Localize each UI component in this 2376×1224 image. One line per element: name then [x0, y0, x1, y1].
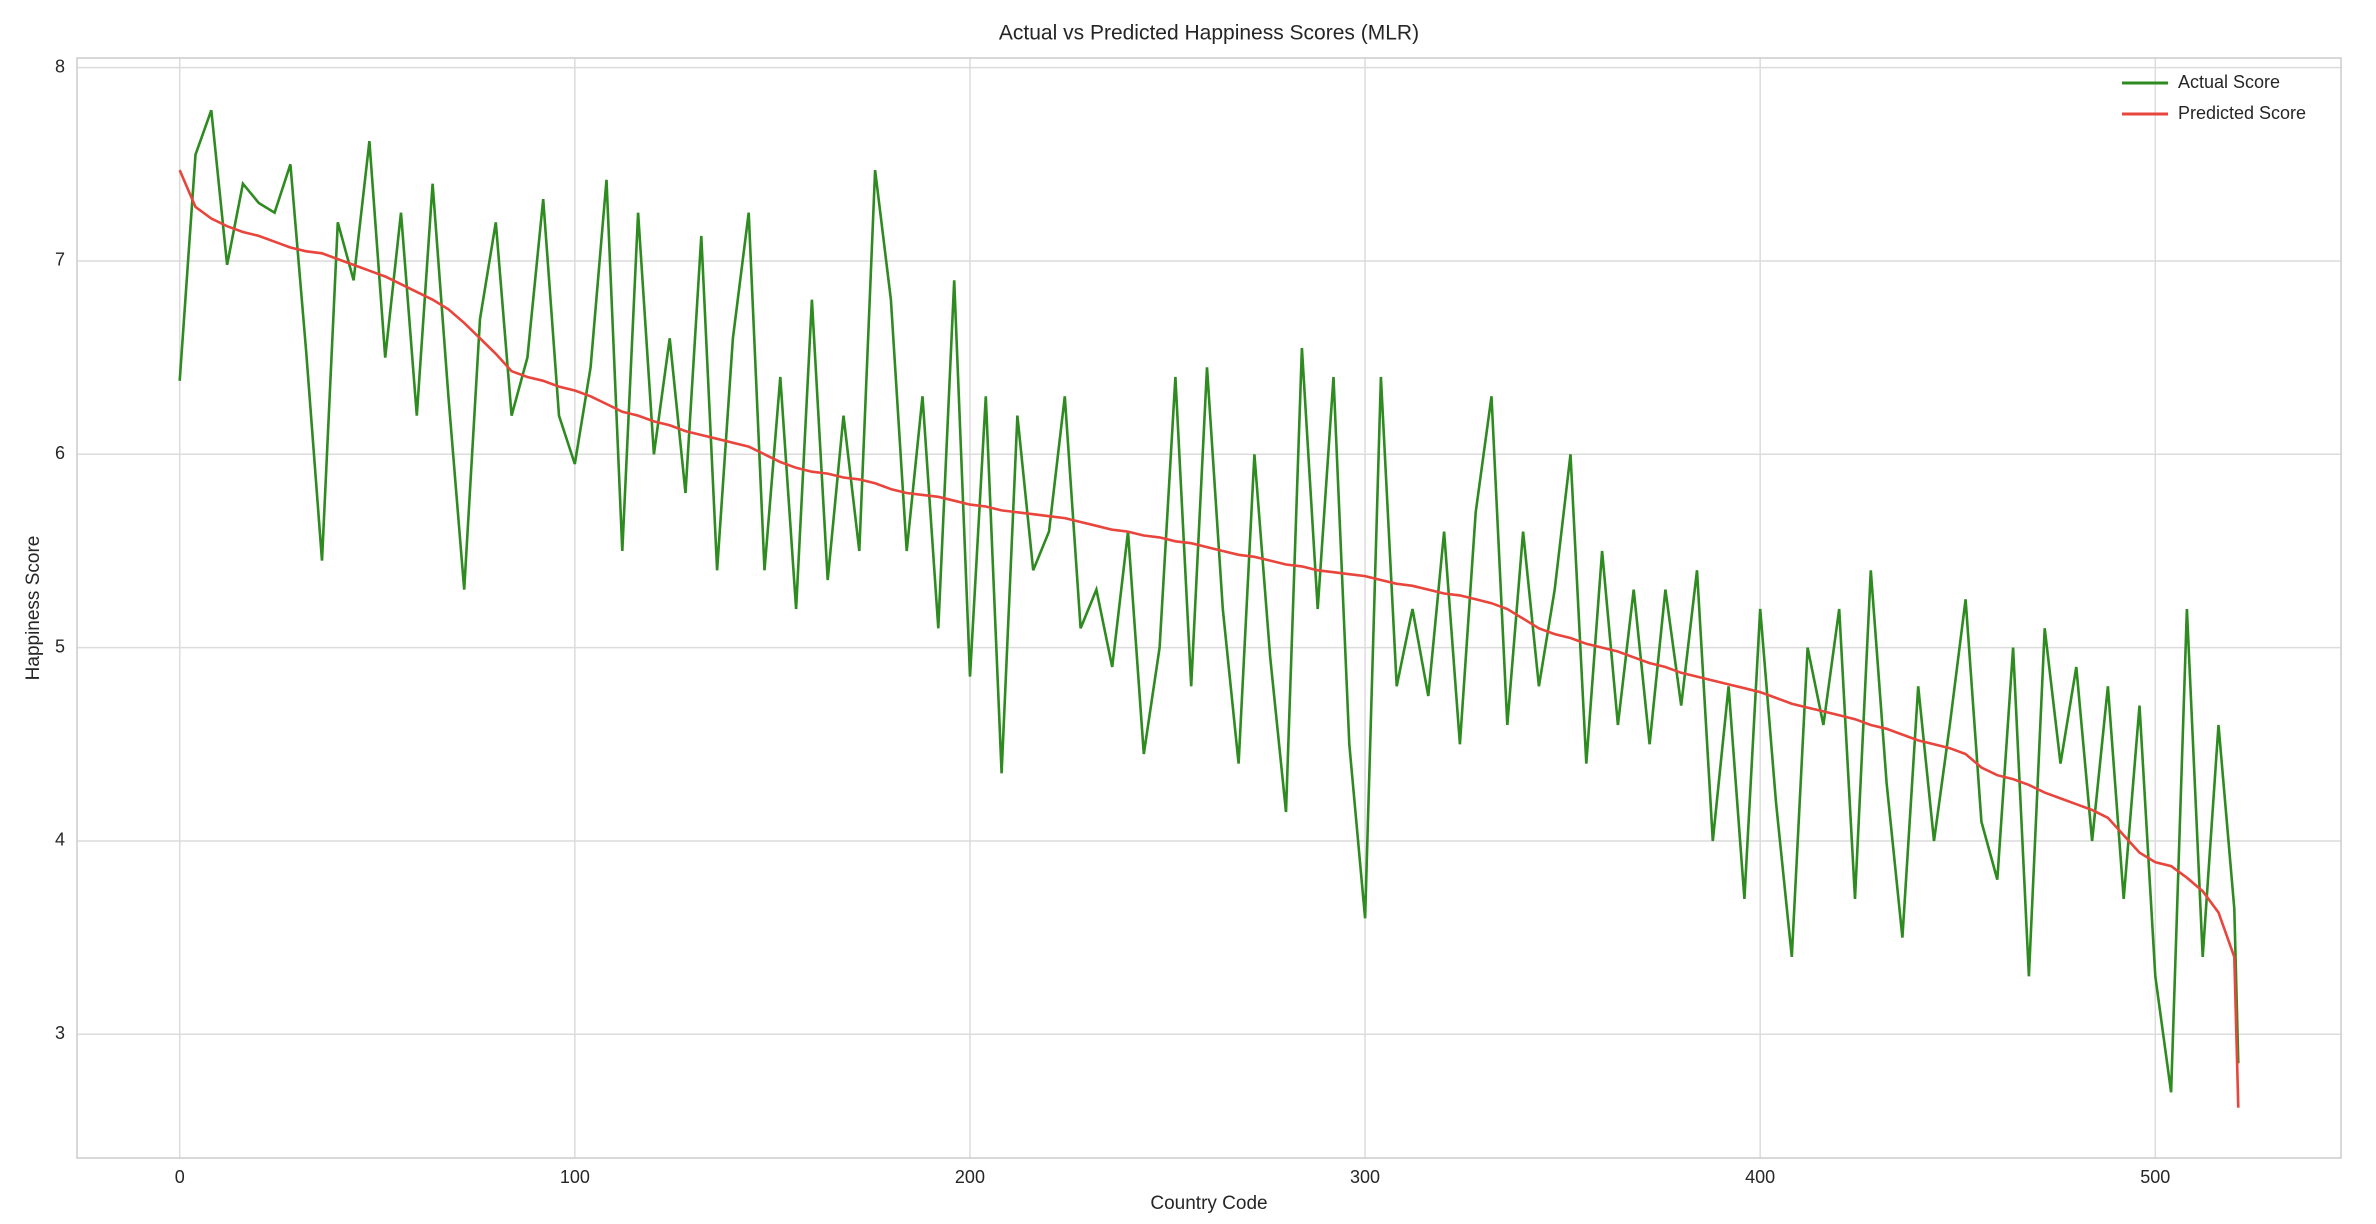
plot-frame — [76, 57, 2342, 1159]
x-tick-label: 300 — [1350, 1167, 1380, 1187]
y-axis-label: Happiness Score — [23, 536, 44, 681]
y-tick-label: 5 — [55, 636, 65, 656]
x-tick-label: 500 — [2140, 1167, 2170, 1187]
data-line — [178, 109, 2240, 1093]
x-tick-label: 100 — [560, 1167, 590, 1187]
x-tick-label: 0 — [175, 1167, 185, 1187]
y-tick-label: 3 — [55, 1023, 65, 1043]
legend-label: Actual Score — [2178, 72, 2280, 92]
chart-title: Actual vs Predicted Happiness Scores (ML… — [999, 22, 1419, 45]
x-axis-label: Country Code — [1150, 1193, 1267, 1214]
data-line — [178, 169, 2240, 1108]
y-tick-label: 7 — [55, 250, 65, 270]
y-tick-label: 8 — [55, 56, 65, 76]
y-tick-label: 4 — [55, 830, 65, 850]
x-tick-label: 400 — [1745, 1167, 1775, 1187]
y-tick-label: 6 — [55, 443, 65, 463]
x-tick-label: 200 — [955, 1167, 985, 1187]
legend-label: Predicted Score — [2178, 103, 2306, 123]
